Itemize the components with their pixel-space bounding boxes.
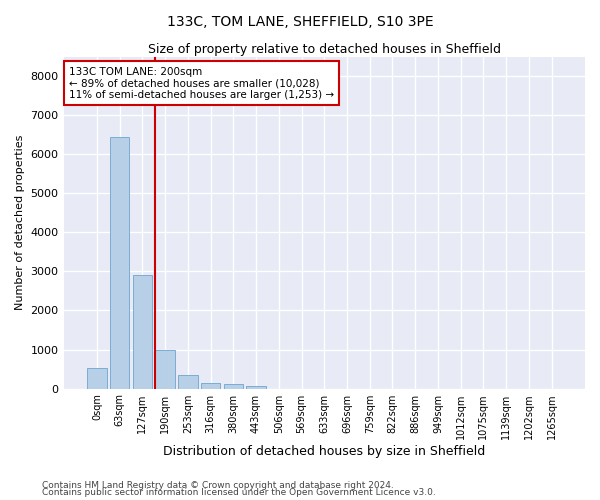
Bar: [110, 138, 130, 388]
Text: 133C TOM LANE: 200sqm
← 89% of detached houses are smaller (10,028)
11% of semi-: 133C TOM LANE: 200sqm ← 89% of detached …: [69, 66, 334, 100]
Bar: [201, 382, 220, 388]
Bar: [178, 376, 197, 388]
Title: Size of property relative to detached houses in Sheffield: Size of property relative to detached ho…: [148, 42, 501, 56]
Bar: [133, 274, 152, 388]
Text: 133C, TOM LANE, SHEFFIELD, S10 3PE: 133C, TOM LANE, SHEFFIELD, S10 3PE: [167, 15, 433, 29]
Text: Contains HM Land Registry data © Crown copyright and database right 2024.: Contains HM Land Registry data © Crown c…: [42, 480, 394, 490]
Bar: [155, 350, 175, 389]
Text: Contains public sector information licensed under the Open Government Licence v3: Contains public sector information licen…: [42, 488, 436, 497]
X-axis label: Distribution of detached houses by size in Sheffield: Distribution of detached houses by size …: [163, 444, 485, 458]
Bar: [224, 384, 243, 388]
Y-axis label: Number of detached properties: Number of detached properties: [15, 135, 25, 310]
Bar: [247, 386, 266, 388]
Bar: [87, 368, 107, 388]
